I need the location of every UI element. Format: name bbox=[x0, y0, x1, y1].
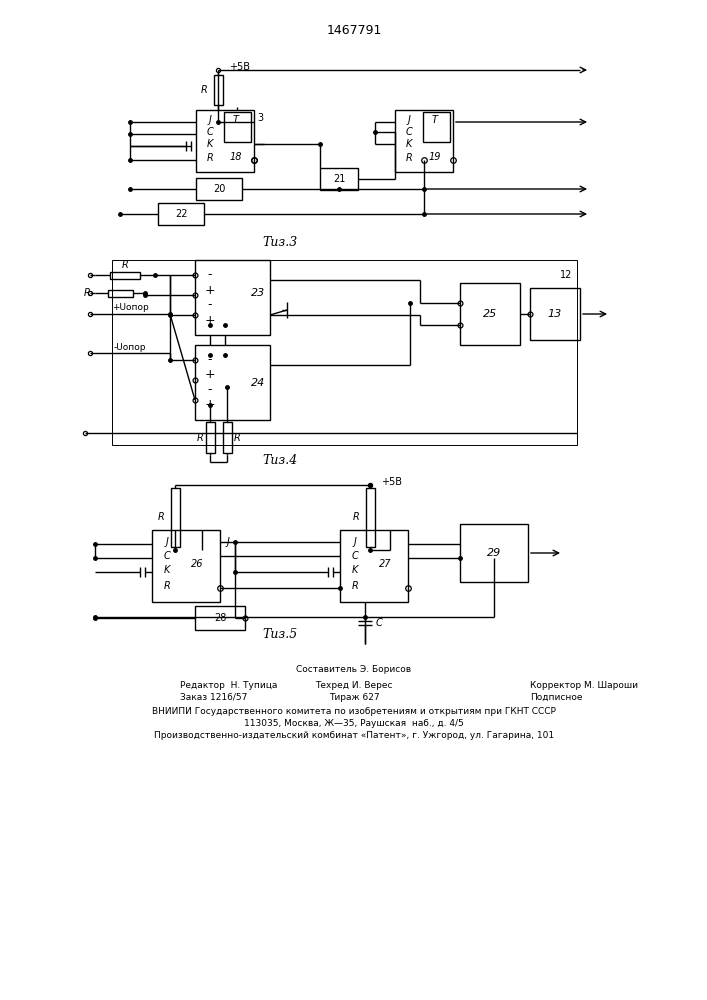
Text: R: R bbox=[406, 153, 412, 163]
Bar bbox=[196, 110, 254, 172]
Bar bbox=[460, 283, 520, 345]
Text: Составитель Э. Борисов: Составитель Э. Борисов bbox=[296, 666, 411, 674]
Text: C: C bbox=[375, 618, 382, 628]
Text: R: R bbox=[233, 433, 240, 443]
Text: R: R bbox=[163, 581, 170, 591]
Text: J: J bbox=[165, 537, 168, 547]
Text: Τиз.3: Τиз.3 bbox=[262, 235, 298, 248]
Text: Производственно-издательский комбинат «Патент», г. Ужгород, ул. Гагарина, 101: Производственно-издательский комбинат «П… bbox=[154, 732, 554, 740]
Text: 12: 12 bbox=[560, 270, 572, 280]
Text: ВНИИПИ Государственного комитета по изобретениям и открытиям при ГКНТ СССР: ВНИИПИ Государственного комитета по изоб… bbox=[152, 708, 556, 716]
Text: Заказ 1216/57: Заказ 1216/57 bbox=[180, 692, 247, 702]
Bar bbox=[195, 345, 270, 420]
Bar bbox=[110, 271, 140, 278]
Bar bbox=[320, 168, 358, 190]
Text: 19: 19 bbox=[428, 152, 441, 162]
Bar bbox=[195, 606, 245, 630]
Text: Корректор М. Шароши: Корректор М. Шароши bbox=[530, 680, 638, 690]
Text: +: + bbox=[205, 398, 216, 412]
Text: 21: 21 bbox=[333, 174, 345, 184]
Bar bbox=[530, 288, 580, 340]
Text: 24: 24 bbox=[251, 377, 265, 387]
Bar bbox=[206, 422, 214, 453]
Text: C: C bbox=[406, 127, 412, 137]
Text: 3: 3 bbox=[257, 113, 263, 123]
Text: T: T bbox=[432, 115, 438, 125]
Text: R: R bbox=[353, 512, 359, 522]
Bar bbox=[423, 112, 450, 142]
Text: K: K bbox=[352, 565, 358, 575]
Text: -: - bbox=[208, 383, 212, 396]
Text: R: R bbox=[351, 581, 358, 591]
Text: Τиз.4: Τиз.4 bbox=[262, 454, 298, 466]
Text: R: R bbox=[83, 288, 90, 298]
Text: J: J bbox=[407, 115, 411, 125]
Bar bbox=[196, 178, 242, 200]
Text: Тираж 627: Тираж 627 bbox=[329, 692, 380, 702]
Text: +: + bbox=[205, 314, 216, 326]
Bar bbox=[460, 524, 528, 582]
Text: 25: 25 bbox=[483, 309, 497, 319]
Text: +5B: +5B bbox=[382, 477, 402, 487]
Text: T: T bbox=[233, 115, 239, 125]
Text: Τиз.5: Τиз.5 bbox=[262, 629, 298, 642]
Text: +: + bbox=[205, 368, 216, 381]
Bar bbox=[107, 290, 132, 296]
Text: 23: 23 bbox=[251, 288, 265, 298]
Text: K: K bbox=[406, 139, 412, 149]
Bar bbox=[224, 112, 251, 142]
Text: +5B: +5B bbox=[230, 62, 250, 72]
Bar bbox=[195, 260, 270, 335]
Bar bbox=[158, 203, 204, 225]
Text: R: R bbox=[201, 85, 207, 95]
Text: Редактор  Н. Тупица: Редактор Н. Тупица bbox=[180, 680, 277, 690]
Text: R: R bbox=[122, 260, 129, 270]
Text: Техред И. Верес: Техред И. Верес bbox=[315, 680, 393, 690]
Text: +Uопор: +Uопор bbox=[112, 304, 148, 312]
Text: 22: 22 bbox=[175, 209, 187, 219]
Text: K: K bbox=[207, 139, 214, 149]
Text: -: - bbox=[208, 268, 212, 282]
Bar bbox=[340, 530, 408, 602]
Text: 27: 27 bbox=[379, 559, 391, 569]
Text: 29: 29 bbox=[487, 548, 501, 558]
Text: -: - bbox=[208, 298, 212, 312]
Bar bbox=[112, 260, 577, 445]
Text: 28: 28 bbox=[214, 613, 226, 623]
Text: -: - bbox=[208, 354, 212, 366]
Text: Подписное: Подписное bbox=[530, 692, 583, 702]
Text: J: J bbox=[354, 537, 356, 547]
Text: C: C bbox=[351, 551, 358, 561]
Text: 26: 26 bbox=[191, 559, 203, 569]
Bar bbox=[366, 488, 375, 547]
Text: 1467791: 1467791 bbox=[327, 23, 382, 36]
Text: 13: 13 bbox=[548, 309, 562, 319]
Text: -Uопор: -Uопор bbox=[114, 342, 146, 352]
Text: 113035, Москва, Ж—35, Раушская  наб., д. 4/5: 113035, Москва, Ж—35, Раушская наб., д. … bbox=[244, 720, 464, 728]
Text: K: K bbox=[164, 565, 170, 575]
Text: C: C bbox=[163, 551, 170, 561]
Bar bbox=[395, 110, 453, 172]
Text: C: C bbox=[206, 127, 214, 137]
Text: +: + bbox=[205, 284, 216, 296]
Bar bbox=[214, 75, 223, 105]
Text: J: J bbox=[209, 115, 211, 125]
Bar bbox=[223, 422, 231, 453]
Bar bbox=[152, 530, 220, 602]
Text: J: J bbox=[226, 537, 230, 547]
Text: 20: 20 bbox=[213, 184, 226, 194]
Text: R: R bbox=[158, 512, 164, 522]
Text: 18: 18 bbox=[230, 152, 243, 162]
Bar bbox=[170, 488, 180, 547]
Text: R: R bbox=[206, 153, 214, 163]
Text: R: R bbox=[197, 433, 204, 443]
